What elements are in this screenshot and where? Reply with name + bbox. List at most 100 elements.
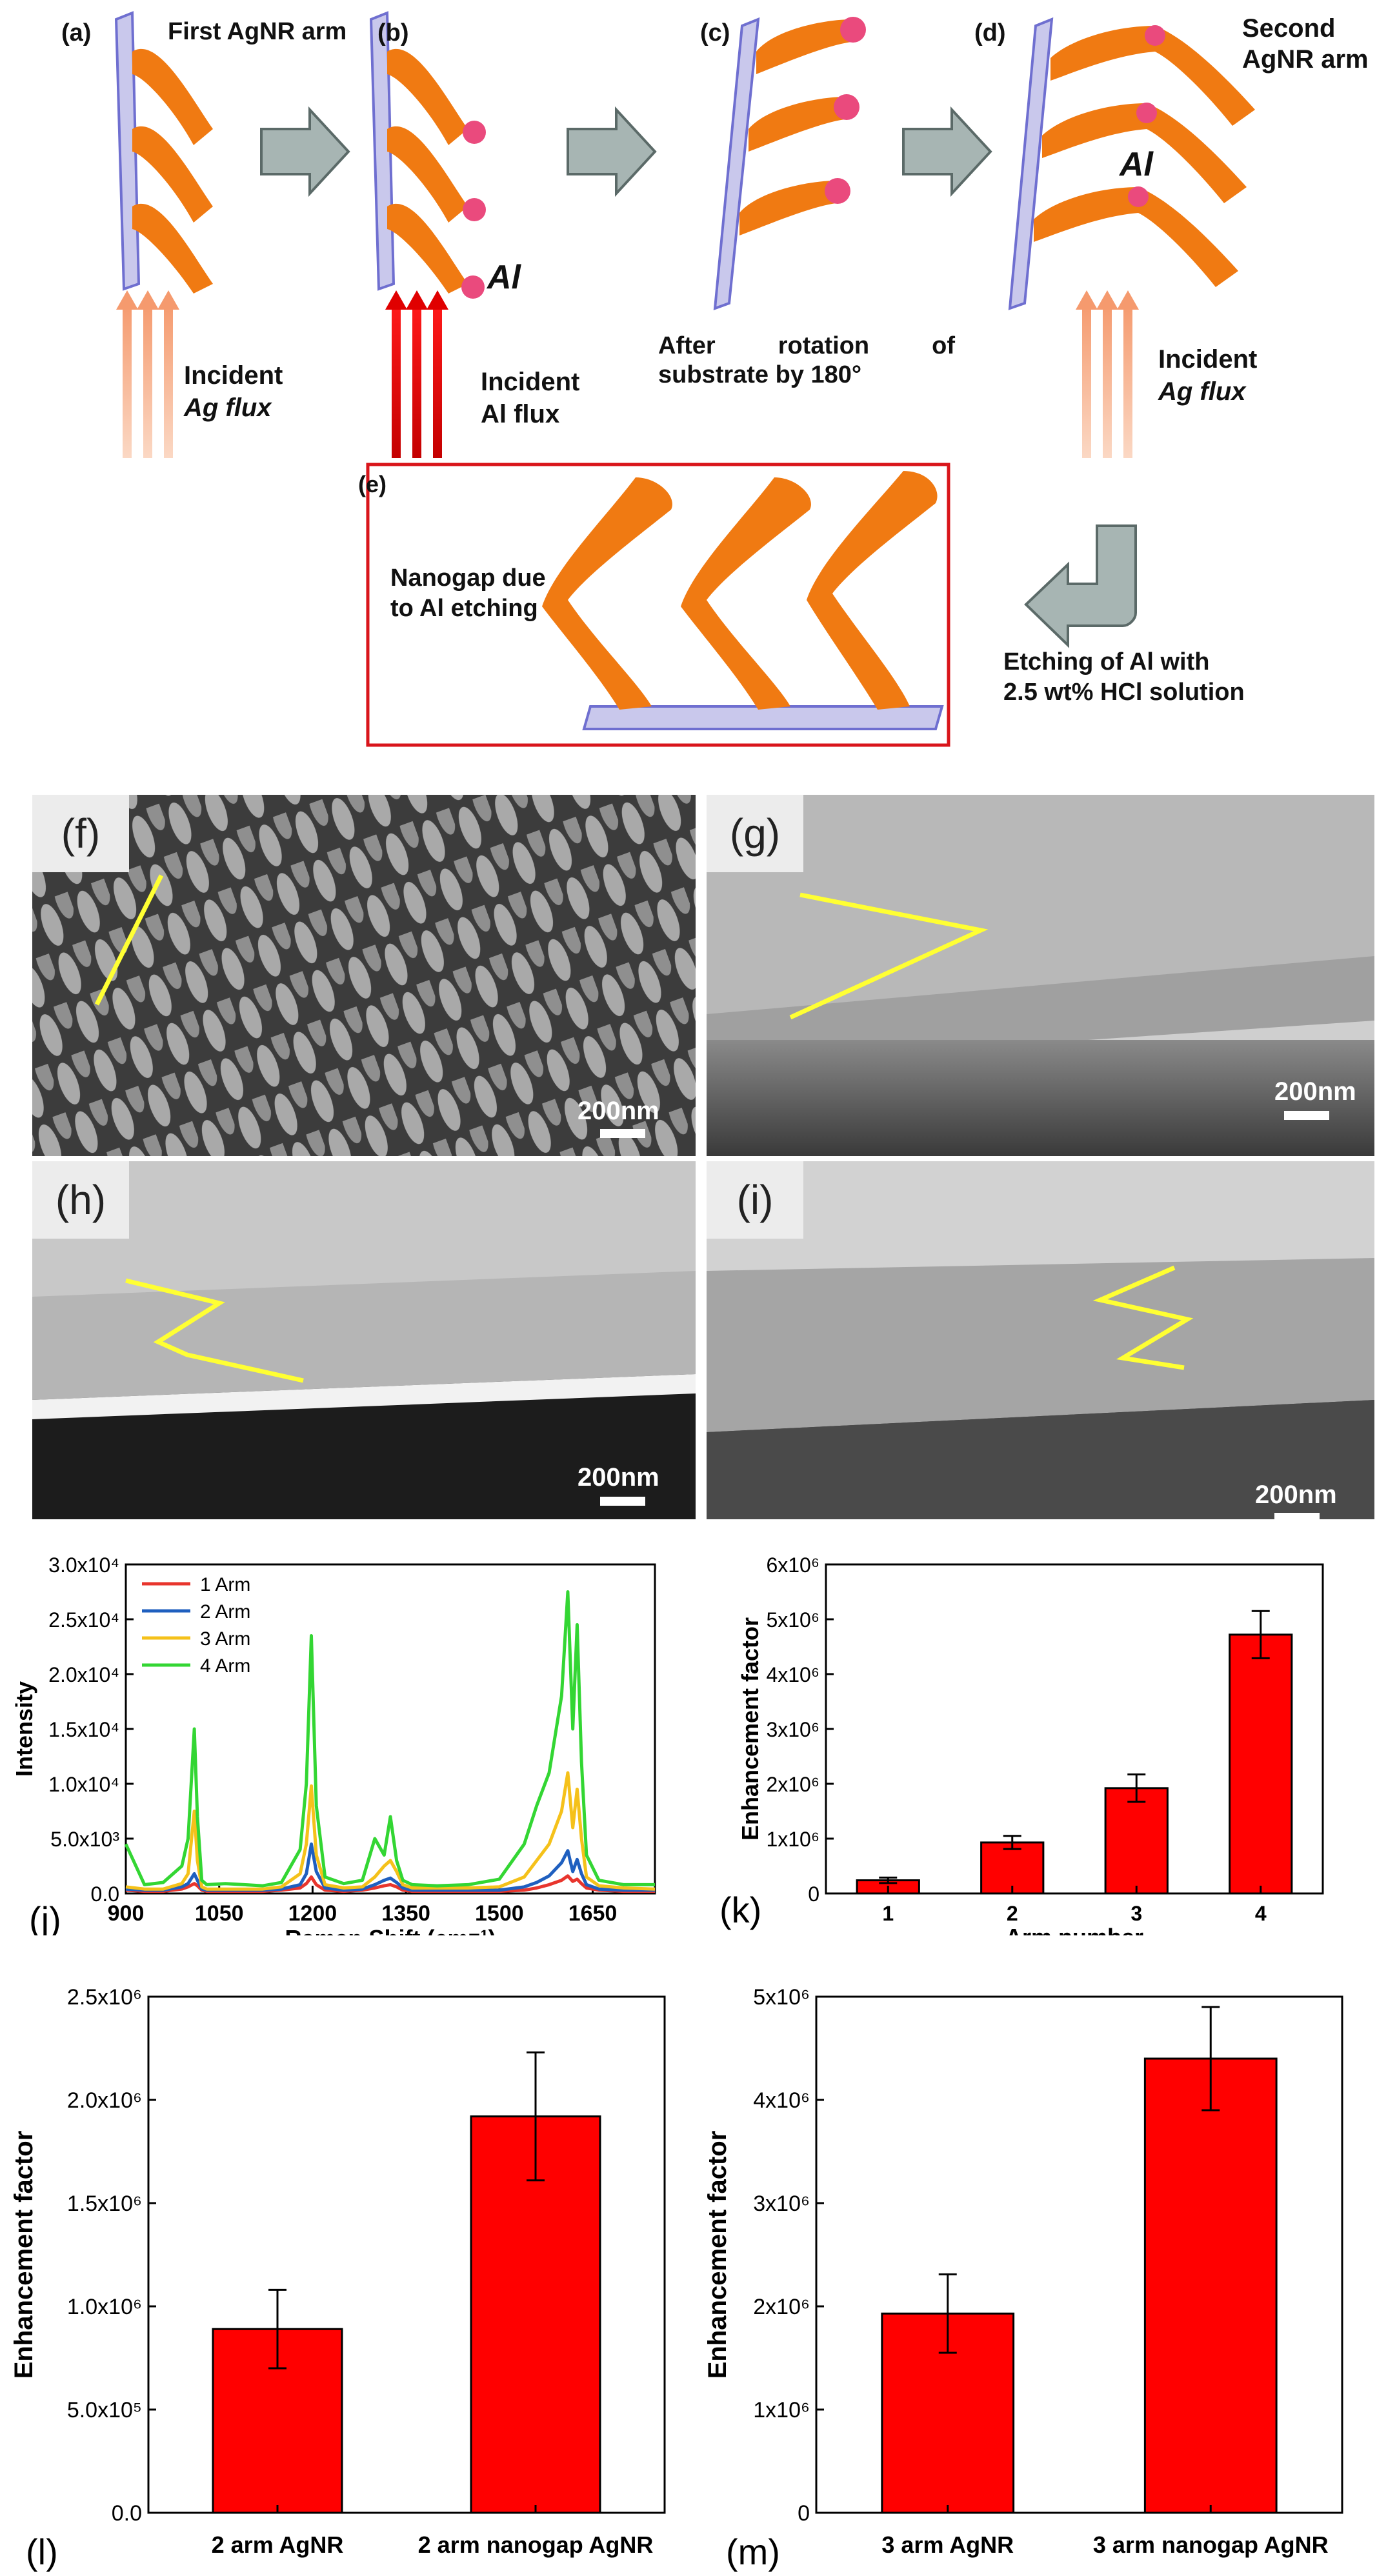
sem-texture — [707, 795, 1374, 1156]
second-arm-label-line2: AgNR arm — [1242, 45, 1369, 74]
panel-label-f: (f) — [32, 795, 129, 872]
panel-a-diagram — [114, 11, 213, 458]
y-tick-label: 2x10⁶ — [766, 1773, 819, 1796]
bar-2 — [470, 2115, 601, 2514]
incident-al-label-line1: Incident — [481, 368, 580, 396]
panel-label-i: (i) — [707, 1161, 803, 1239]
two-arm-enhancement-chart: 0.0 5.0x10⁵ 1.0x10⁶ 1.5x10⁶ 2.0x10⁶ 2.5x10⁶ 2 … — [10, 1985, 666, 2572]
legend-label-3: 3 Arm — [200, 1628, 250, 1650]
etching-label-line2: 2.5 wt% HCl solution — [1003, 679, 1245, 706]
panel-label-a: (a) — [61, 19, 92, 46]
al-label-b: Al — [487, 259, 521, 296]
scale-bar-label: 200nm — [578, 1463, 659, 1492]
etching-arrow — [1024, 524, 1137, 648]
y-tick-label: 1x10⁶ — [753, 2398, 810, 2422]
y-tick-label: 5.0x10⁵ — [67, 2398, 142, 2422]
fabrication-schematic — [114, 11, 1255, 747]
panel-label-g: (g) — [707, 795, 803, 872]
series-line-4 — [124, 1590, 655, 1888]
scale-bar-label: 200nm — [1274, 1077, 1356, 1106]
panel-b-diagram — [369, 11, 486, 458]
incident-ag-d-label-line2: Ag flux — [1158, 377, 1246, 406]
bar-2 — [1143, 2057, 1278, 2514]
x-tick-label: 1350 — [381, 1901, 430, 1926]
y-tick-label: 6x10⁶ — [766, 1553, 819, 1577]
three-arm-enhancement-chart: 0 1x10⁶ 2x10⁶ 3x10⁶ 4x10⁶ 5x10⁶ 3 arm AgNR 3 ar… — [703, 1985, 1343, 2572]
y-tick-label: 2x10⁶ — [753, 2295, 810, 2319]
nanorod — [132, 48, 213, 294]
x-tick-label: 1 — [882, 1902, 894, 1925]
sem-image-i: (i) 200nm — [707, 1161, 1374, 1519]
y-tick-label: 2.5x10⁶ — [67, 1985, 142, 2010]
raman-spectra-chart: 0.0 5.0x10³ 1.0x10⁴ 1.5x10⁴ 2.0x10⁴ 2.5x10⁴ 3.… — [11, 1553, 656, 1935]
y-tick-label: 3.0x10⁴ — [48, 1553, 119, 1577]
sem-texture — [32, 1161, 696, 1419]
y-tick-label: 4x10⁶ — [766, 1663, 819, 1686]
y-tick-label: 5x10⁶ — [766, 1608, 819, 1632]
scale-bar — [1284, 1111, 1329, 1120]
panel-label-k: (k) — [719, 1890, 761, 1930]
panel-d-diagram — [1008, 17, 1255, 458]
panel-c-diagram — [713, 17, 866, 310]
y-tick-label: 1.0x10⁶ — [67, 2295, 142, 2319]
x-tick-label: 2 arm nanogap AgNR — [418, 2531, 654, 2558]
incident-ag-label-line1: Incident — [184, 361, 283, 390]
al-label-d: Al — [1120, 146, 1153, 183]
x-tick-label: 3 arm nanogap AgNR — [1093, 2531, 1329, 2558]
y-tick-label: 3x10⁶ — [753, 2192, 810, 2216]
y-tick-label: 0.0 — [91, 1882, 119, 1906]
second-arm-label-line1: Second — [1242, 14, 1336, 43]
process-arrow — [902, 106, 992, 197]
enhancement-vs-arm-chart: 0 1x10⁶ 2x10⁶ 3x10⁶ 4x10⁶ 5x10⁶ 6x10⁶ 1 2 3 4 Arm n… — [719, 1553, 1324, 1935]
rotation-label-line2: substrate by 180° — [658, 361, 862, 388]
y-tick-label: 1.5x10⁴ — [48, 1718, 119, 1741]
sem-texture — [32, 795, 696, 1156]
y-axis-label: Enhancement factor — [737, 1617, 763, 1841]
bar-3 — [1104, 1787, 1169, 1895]
incident-ag-label-line2: Ag flux — [184, 394, 272, 422]
y-tick-label: 0 — [798, 2501, 810, 2526]
x-axis-label: Arm number — [1005, 1924, 1143, 1935]
x-tick-label: 900 — [108, 1901, 145, 1926]
scale-bar — [600, 1497, 645, 1506]
process-arrow — [260, 106, 350, 197]
panel-label-j: (j) — [29, 1899, 61, 1935]
incident-ag-d-label-line1: Incident — [1158, 345, 1258, 374]
y-tick-label: 4x10⁶ — [753, 2088, 810, 2113]
y-axis-label: Intensity — [11, 1681, 37, 1777]
y-axis-label: Enhancement factor — [10, 2131, 38, 2379]
panel-e-diagram — [366, 463, 950, 747]
etching-label-line1: Etching of Al with — [1003, 648, 1210, 675]
scale-bar-label: 200nm — [1255, 1481, 1337, 1509]
x-tick-label: 2 arm AgNR — [212, 2531, 344, 2558]
y-tick-label: 5.0x10³ — [50, 1828, 119, 1851]
rotation-label-line1: After rotation of — [658, 332, 955, 359]
series-line-3 — [125, 1771, 656, 1891]
panel-label-e: (e) — [358, 471, 387, 497]
y-tick-label: 3x10⁶ — [766, 1718, 819, 1741]
sem-image-h: (h) 200nm — [32, 1161, 696, 1519]
plot-frame — [147, 1995, 666, 2514]
bar-2 — [980, 1841, 1045, 1895]
sem-texture — [707, 1161, 1374, 1519]
x-tick-label: 4 — [1255, 1902, 1267, 1925]
nanogap-label-line2: to Al etching — [390, 595, 538, 622]
y-tick-label: 2.5x10⁴ — [48, 1608, 119, 1632]
scale-bar — [1274, 1513, 1320, 1519]
sem-image-f: (f) 200nm — [32, 795, 696, 1156]
y-tick-label: 1x10⁶ — [766, 1828, 819, 1851]
incident-flux-arrows — [1076, 290, 1139, 458]
x-tick-label: 3 arm AgNR — [881, 2531, 1014, 2558]
incident-flux-arrows — [116, 290, 179, 458]
scale-bar — [600, 1129, 645, 1138]
panel-label-h: (h) — [32, 1161, 129, 1239]
y-tick-label: 0 — [808, 1882, 819, 1906]
y-tick-label: 1.5x10⁶ — [67, 2192, 142, 2216]
plot-frame — [815, 1995, 1343, 2514]
incident-al-flux-arrows — [385, 290, 448, 458]
panel-label-b: (b) — [377, 19, 409, 46]
x-tick-label: 1650 — [568, 1901, 618, 1926]
legend-label-2: 2 Arm — [200, 1601, 250, 1622]
legend-label-1: 1 Arm — [200, 1574, 250, 1595]
x-tick-label: 1500 — [475, 1901, 524, 1926]
